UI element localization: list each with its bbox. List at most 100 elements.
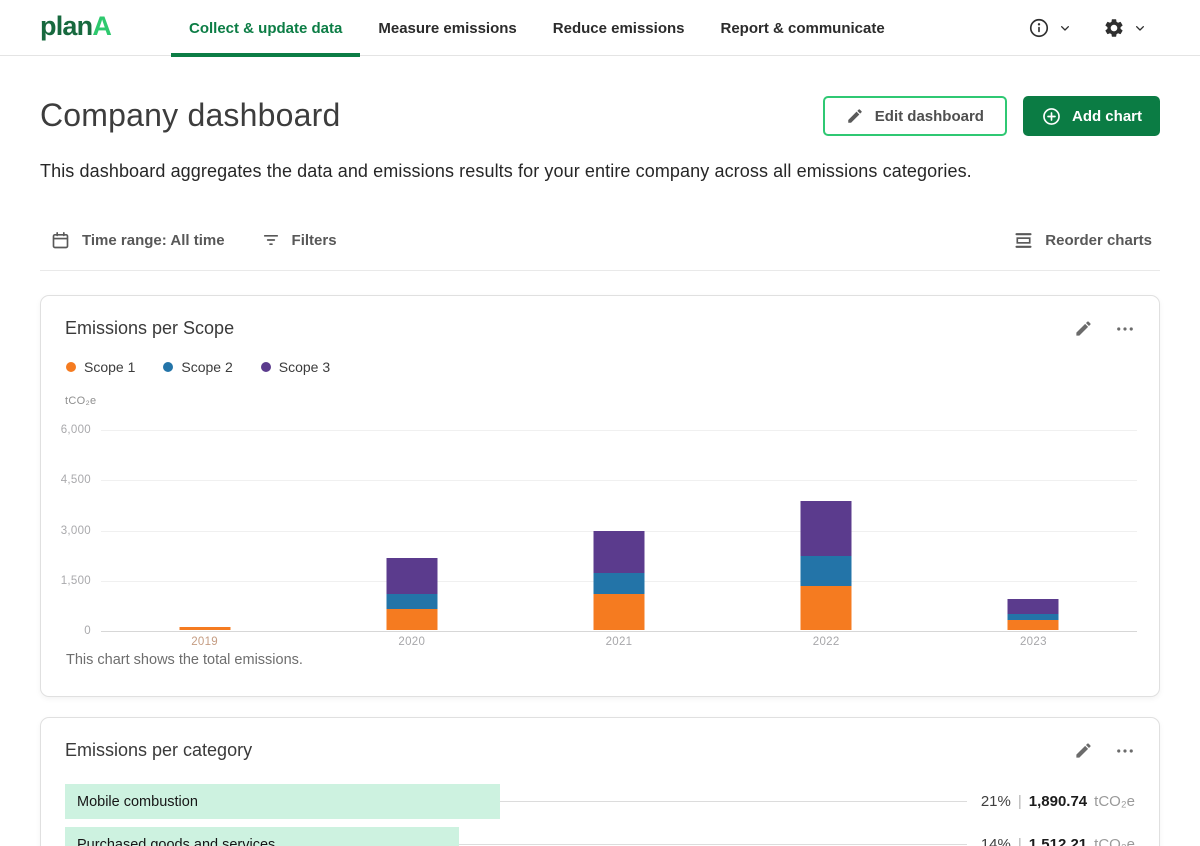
card-actions xyxy=(1074,319,1135,339)
more-options-icon[interactable] xyxy=(1115,741,1135,761)
card-header: Emissions per category xyxy=(65,740,1135,761)
bar-segment-scope-3[interactable] xyxy=(800,501,852,557)
help-menu[interactable] xyxy=(1028,17,1073,39)
reorder-icon xyxy=(1013,230,1034,251)
pencil-icon xyxy=(846,107,864,125)
calendar-icon xyxy=(50,230,71,251)
emissions-per-scope-card: Emissions per Scope Scope 1 Scope 2 xyxy=(40,295,1160,697)
nav-tab-reduce-emissions[interactable]: Reduce emissions xyxy=(535,0,703,56)
y-axis-unit-label: tCO₂e xyxy=(65,395,97,407)
bar-segment-scope-3[interactable] xyxy=(386,558,438,594)
page-actions: Edit dashboard Add chart xyxy=(822,96,1160,136)
bar-segment-scope-3[interactable] xyxy=(593,530,645,573)
bar-segment-scope-1[interactable] xyxy=(593,593,645,630)
page-description: This dashboard aggregates the data and e… xyxy=(40,161,972,181)
time-range-label: Time range: All time xyxy=(82,231,225,249)
filter-icon xyxy=(261,230,281,250)
gridline xyxy=(101,430,1137,431)
category-value: 14% | 1,512.21 tCO₂e xyxy=(981,836,1135,846)
filters-label: Filters xyxy=(291,231,337,249)
reorder-charts-button[interactable]: Reorder charts xyxy=(1013,230,1152,251)
separator: | xyxy=(1017,836,1022,846)
bar-segment-scope-2[interactable] xyxy=(800,556,852,587)
nav-tab-label: Collect & update data xyxy=(189,19,343,37)
add-chart-button[interactable]: Add chart xyxy=(1022,96,1160,136)
category-unit: tCO₂e xyxy=(1094,836,1135,846)
stacked-bar-2022[interactable] xyxy=(800,501,852,630)
gear-icon xyxy=(1103,17,1125,39)
stacked-bar-2020[interactable] xyxy=(386,558,438,630)
category-percent: 21% xyxy=(980,793,1011,810)
bar-segment-scope-1[interactable] xyxy=(1007,619,1059,630)
category-row: Purchased goods and services 14% | 1,512.21… xyxy=(65,827,1135,846)
brand-logo[interactable]: planA xyxy=(40,11,112,42)
top-nav-right xyxy=(1028,0,1148,56)
info-icon xyxy=(1028,17,1050,39)
edit-dashboard-button[interactable]: Edit dashboard xyxy=(822,96,1007,136)
nav-tab-report-communicate[interactable]: Report & communicate xyxy=(702,0,902,56)
section-divider xyxy=(40,270,1160,271)
chevron-down-icon xyxy=(1057,20,1073,36)
stacked-bar-plot: 2019 2020 2021 2022 2023 xyxy=(101,430,1137,648)
edit-dashboard-label: Edit dashboard xyxy=(874,107,984,125)
separator: | xyxy=(1017,793,1022,810)
brand-logo-plan: plan xyxy=(40,11,93,41)
edit-chart-pencil-icon[interactable] xyxy=(1074,319,1093,338)
nav-tab-measure-emissions[interactable]: Measure emissions xyxy=(360,0,534,56)
nav-tab-label: Reduce emissions xyxy=(552,19,685,37)
legend-dot-scope-3 xyxy=(260,362,271,372)
page-title: Company dashboard xyxy=(40,97,341,133)
legend-item-scope-2[interactable]: Scope 2 xyxy=(163,359,233,375)
card-title: Emissions per category xyxy=(65,740,253,760)
chart-legend: Scope 1 Scope 2 Scope 3 xyxy=(66,359,330,375)
settings-menu[interactable] xyxy=(1103,17,1148,39)
x-axis-tick-label: 2021 xyxy=(605,636,633,648)
card-header: Emissions per Scope xyxy=(65,318,1135,339)
x-axis-tick-label: 2023 xyxy=(1019,636,1047,648)
y-axis-tick-label: 3,000 xyxy=(60,524,91,537)
category-percent: 14% xyxy=(980,836,1011,846)
legend-dot-scope-1 xyxy=(66,362,76,372)
gridline xyxy=(101,480,1137,482)
legend-item-scope-1[interactable]: Scope 1 xyxy=(66,359,135,375)
leader-line xyxy=(500,801,967,802)
category-amount: 1,512.21 xyxy=(1028,836,1088,846)
legend-item-scope-3[interactable]: Scope 3 xyxy=(260,359,331,375)
time-range-button[interactable]: Time range: All time xyxy=(50,230,225,251)
plus-circle-icon xyxy=(1041,106,1062,127)
card-title: Emissions per Scope xyxy=(65,318,235,338)
stacked-bar-2023[interactable] xyxy=(1007,598,1059,630)
y-axis-tick-label: 0 xyxy=(84,625,91,637)
nav-tab-collect-update-data[interactable]: Collect & update data xyxy=(171,0,361,57)
bar-segment-scope-1[interactable] xyxy=(386,608,438,630)
leader-line xyxy=(459,844,967,845)
nav-tab-label: Report & communicate xyxy=(720,19,885,37)
category-bar[interactable]: Purchased goods and services xyxy=(65,827,459,846)
bar-segment-scope-2[interactable] xyxy=(386,593,438,609)
category-bar[interactable]: Mobile combustion xyxy=(65,784,500,819)
y-axis-ticks: 6,000 4,500 3,000 1,500 0 xyxy=(41,424,91,637)
legend-label: Scope 3 xyxy=(278,359,331,375)
bar-segment-scope-1[interactable] xyxy=(179,627,231,630)
legend-label: Scope 2 xyxy=(181,359,233,375)
category-value: 21% | 1,890.74 tCO₂e xyxy=(981,793,1135,810)
category-amount: 1,890.74 xyxy=(1028,793,1088,810)
chart-caption: This chart shows the total emissions. xyxy=(66,652,303,668)
bar-segment-scope-3[interactable] xyxy=(1007,598,1059,614)
category-bar-list: Mobile combustion 21% | 1,890.74 tCO₂e Purcha… xyxy=(65,784,1135,846)
emissions-per-category-card: Emissions per category Mobile combustion… xyxy=(40,717,1160,846)
bar-segment-scope-2[interactable] xyxy=(1007,613,1059,620)
main-nav: Collect & update data Measure emissions … xyxy=(171,0,903,57)
stacked-bar-2019[interactable] xyxy=(179,627,231,630)
nav-tab-label: Measure emissions xyxy=(378,19,517,37)
legend-dot-scope-2 xyxy=(163,362,174,372)
bar-segment-scope-2[interactable] xyxy=(593,572,645,594)
x-axis-tick-label: 2022 xyxy=(812,636,840,648)
y-axis-tick-label: 6,000 xyxy=(60,424,91,436)
bar-segment-scope-1[interactable] xyxy=(800,586,852,630)
edit-chart-pencil-icon[interactable] xyxy=(1074,741,1093,760)
stacked-bar-2021[interactable] xyxy=(593,530,645,630)
more-options-icon[interactable] xyxy=(1115,319,1135,339)
filters-button[interactable]: Filters xyxy=(261,230,337,250)
